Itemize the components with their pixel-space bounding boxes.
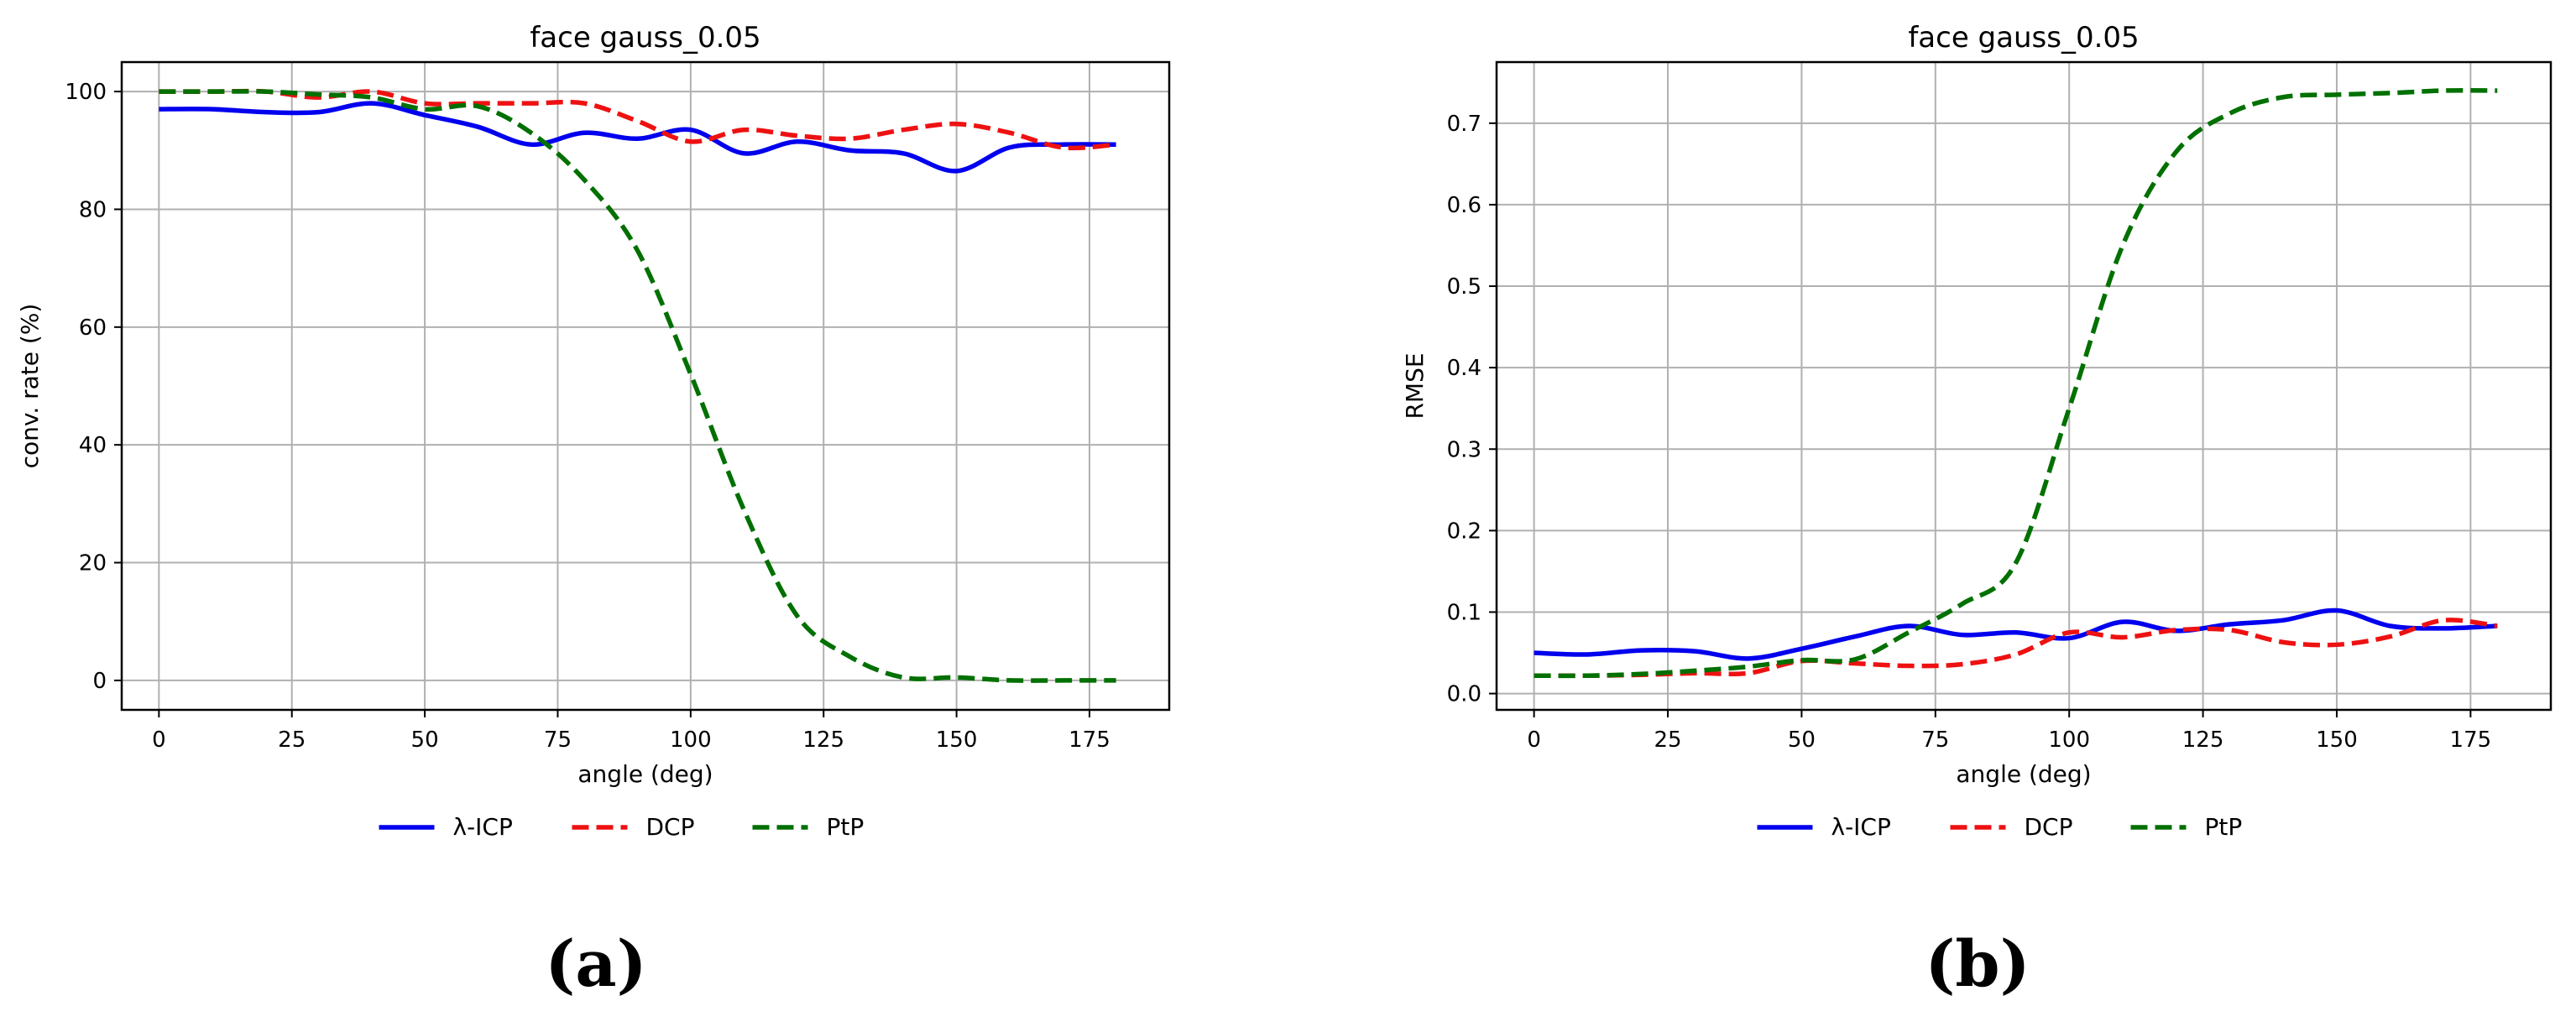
x-axis-label: angle (deg) bbox=[1956, 760, 2091, 788]
gridlines bbox=[1497, 62, 2551, 710]
chart-panel-1: 0 25 50 75 100 125 150 175 0 20 40 60 80 100 face gaus… bbox=[16, 21, 1171, 1001]
chart-title: face gauss_0.05 bbox=[530, 21, 760, 55]
plot-frame bbox=[1495, 60, 2552, 712]
gridlines bbox=[122, 62, 1169, 710]
x-tick-label: 150 bbox=[2316, 727, 2358, 753]
series-line-1 bbox=[1534, 607, 2498, 661]
x-axis-label: angle (deg) bbox=[577, 760, 713, 788]
y-tick-label: 60 bbox=[79, 315, 107, 341]
series-group bbox=[159, 88, 1116, 683]
legend-item-1: λ-ICP bbox=[1757, 813, 1891, 841]
legend-item-1: λ-ICP bbox=[379, 813, 513, 841]
legend: λ-ICP DCP PtP bbox=[379, 813, 865, 841]
x-tick-label: 0 bbox=[1527, 727, 1541, 753]
x-tick-label: 25 bbox=[1654, 727, 1681, 753]
y-tick-label: 100 bbox=[65, 80, 107, 105]
series-line-1 bbox=[159, 101, 1116, 174]
legend-item-2: DCP bbox=[1950, 813, 2073, 841]
legend-item-3: PtP bbox=[2130, 813, 2243, 841]
x-tick-label: 150 bbox=[936, 727, 978, 753]
y-tick-label: 0.7 bbox=[1447, 112, 1481, 137]
y-tick-label: 80 bbox=[79, 197, 107, 222]
y-axis-label: RMSE bbox=[1401, 352, 1429, 419]
x-tick-label: 125 bbox=[802, 727, 844, 753]
y-tick-label: 20 bbox=[79, 551, 107, 576]
y-tick-label: 0.6 bbox=[1447, 193, 1481, 218]
y-tick-label: 0.4 bbox=[1447, 356, 1481, 381]
series-line-3 bbox=[159, 89, 1116, 683]
legend: λ-ICP DCP PtP bbox=[1757, 813, 2243, 841]
y-tick-label: 0.0 bbox=[1447, 682, 1481, 707]
x-tick-label: 50 bbox=[1788, 727, 1816, 753]
series-line-2 bbox=[1534, 618, 2498, 679]
y-tick-label: 0.1 bbox=[1447, 600, 1481, 625]
y-tick-label: 40 bbox=[79, 433, 107, 458]
legend-label: PtP bbox=[827, 813, 865, 841]
series-line-3 bbox=[1534, 88, 2498, 679]
x-tick-label: 175 bbox=[1069, 727, 1110, 753]
panel-caption: (a) bbox=[545, 926, 646, 1001]
y-tick-label: 0.2 bbox=[1447, 519, 1481, 544]
legend-label: λ-ICP bbox=[1831, 813, 1891, 841]
x-tick-label: 75 bbox=[1921, 727, 1949, 753]
y-tick-label: 0.3 bbox=[1447, 437, 1481, 462]
legend-label: λ-ICP bbox=[453, 813, 513, 841]
legend-label: DCP bbox=[2025, 813, 2073, 841]
chart-title: face gauss_0.05 bbox=[1908, 21, 2139, 55]
panel-caption: (b) bbox=[1925, 926, 2030, 1001]
plot-frame bbox=[120, 60, 1171, 712]
x-tick-label: 50 bbox=[411, 727, 439, 753]
series-group bbox=[1534, 88, 2498, 679]
chart-panel-2: 0 25 50 75 100 125 150 175 0.0 0.1 0.2 0.3 0.4 0.5 0.6… bbox=[1401, 21, 2552, 1001]
x-tick-label: 100 bbox=[2048, 727, 2090, 753]
legend-label: DCP bbox=[646, 813, 695, 841]
y-tick-label: 0 bbox=[92, 669, 107, 694]
series-line-2 bbox=[159, 88, 1116, 151]
x-tick-label: 75 bbox=[544, 727, 572, 753]
x-tick-label: 175 bbox=[2450, 727, 2492, 753]
y-axis-label: conv. rate (%) bbox=[16, 304, 44, 469]
legend-label: PtP bbox=[2205, 813, 2243, 841]
legend-item-3: PtP bbox=[752, 813, 865, 841]
x-tick-label: 0 bbox=[152, 727, 166, 753]
x-tick-label: 25 bbox=[278, 727, 306, 753]
legend-item-2: DCP bbox=[572, 813, 695, 841]
y-tick-label: 0.5 bbox=[1447, 274, 1481, 300]
x-tick-label: 125 bbox=[2182, 727, 2224, 753]
x-tick-label: 100 bbox=[670, 727, 712, 753]
